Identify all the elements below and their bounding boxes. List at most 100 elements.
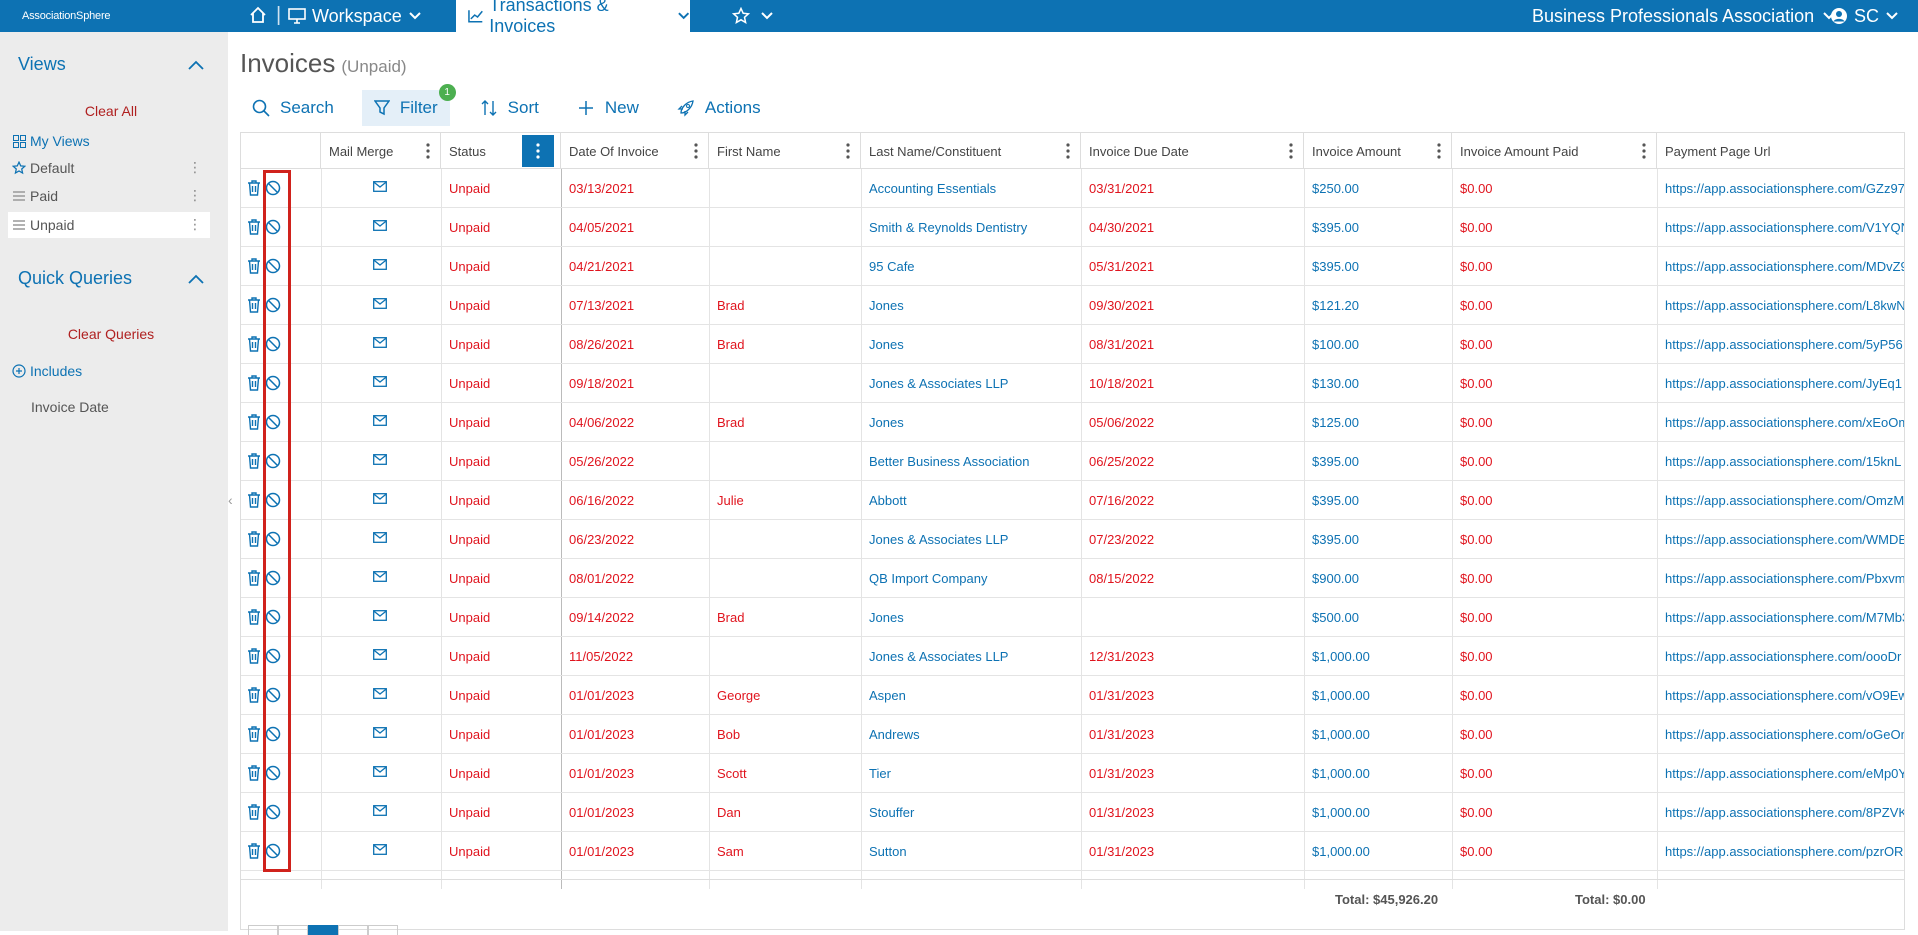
table-row[interactable]: Unpaid 06/23/2022 Jones & Associates LLP 07… <box>241 520 1904 559</box>
transactions-invoices-tab[interactable]: Transactions & Invoices <box>456 0 690 36</box>
cell-last-name[interactable]: Jones <box>869 610 904 625</box>
table-row[interactable]: Unpaid 01/01/2023 Scott Tier 01/31/2023 $1,00… <box>241 754 1905 793</box>
cell-payment-page-url[interactable]: https://app.associationsphere.com/JyEq1 <box>1665 376 1903 391</box>
cell-last-name[interactable]: Jones & Associates LLP <box>869 376 1009 391</box>
mail-merge-icon[interactable] <box>373 844 387 855</box>
trash-icon[interactable] <box>247 297 261 313</box>
table-row[interactable]: Unpaid 11/05/2022 Jones & Associates LLP 12… <box>241 637 1904 676</box>
mail-merge-icon[interactable] <box>373 688 387 699</box>
void-icon[interactable] <box>265 180 281 196</box>
home-icon[interactable] <box>248 5 268 25</box>
column-header-invoice-due-date[interactable]: Invoice Due Date <box>1081 133 1304 169</box>
mail-merge-icon[interactable] <box>373 415 387 426</box>
chevron-up-icon[interactable] <box>186 56 206 76</box>
mail-merge-icon[interactable] <box>373 649 387 660</box>
table-row[interactable]: Unpaid 05/26/2022 Better Business Associat… <box>241 442 1904 481</box>
column-header-status[interactable]: Status <box>441 133 561 169</box>
table-row[interactable]: Unpaid 09/18/2021 Jones & Associates LLP 10… <box>241 364 1904 403</box>
table-row[interactable]: Unpaid 01/01/2023 George Aspen 01/31/2023 $1,… <box>241 676 1905 715</box>
void-icon[interactable] <box>265 804 281 820</box>
view-item-unpaid[interactable]: Unpaid ⋮ <box>8 212 210 238</box>
cell-payment-page-url[interactable]: https://app.associationsphere.com/eMp0Y <box>1665 766 1905 781</box>
void-icon[interactable] <box>265 297 281 313</box>
column-header-date-of-invoice[interactable]: Date Of Invoice <box>561 133 709 169</box>
cell-last-name[interactable]: Jones <box>869 298 904 313</box>
column-header-mail-merge[interactable]: Mail Merge <box>321 133 441 169</box>
void-icon[interactable] <box>265 765 281 781</box>
more-vertical-icon[interactable]: ⋮ <box>188 159 202 175</box>
drag-handle-icon[interactable] <box>13 220 25 230</box>
trash-icon[interactable] <box>247 843 261 859</box>
pager-next[interactable] <box>338 925 368 935</box>
cell-last-name[interactable]: Better Business Association <box>869 454 1030 469</box>
pager-prev[interactable] <box>278 925 308 935</box>
cell-payment-page-url[interactable]: https://app.associationsphere.com/V1YQN <box>1665 220 1905 235</box>
workspace-menu[interactable]: Workspace <box>288 0 422 32</box>
cell-payment-page-url[interactable]: https://app.associationsphere.com/MDvZ9 <box>1665 259 1905 274</box>
column-menu-icon[interactable] <box>1289 143 1293 159</box>
trash-icon[interactable] <box>247 414 261 430</box>
trash-icon[interactable] <box>247 492 261 508</box>
cell-payment-page-url[interactable]: https://app.associationsphere.com/5yP56 <box>1665 337 1903 352</box>
pager-first[interactable] <box>248 925 278 935</box>
new-button[interactable]: New <box>565 90 651 126</box>
search-button[interactable]: Search <box>240 90 346 126</box>
table-row[interactable]: Unpaid 08/26/2021 Brad Jones 08/31/2021 $100.… <box>241 325 1904 364</box>
mail-merge-icon[interactable] <box>373 493 387 504</box>
mail-merge-icon[interactable] <box>373 298 387 309</box>
void-icon[interactable] <box>265 492 281 508</box>
table-row[interactable]: Unpaid 06/16/2022 Julie Abbott 07/16/2022 $39… <box>241 481 1905 520</box>
table-row[interactable]: Unpaid 01/01/2023 Sam Sutton 01/31/2023 $1,00… <box>241 832 1904 871</box>
void-icon[interactable] <box>265 453 281 469</box>
cell-payment-page-url[interactable]: https://app.associationsphere.com/15knL <box>1665 454 1902 469</box>
table-row[interactable]: Unpaid 04/21/2021 95 Cafe 05/31/2021 $395.00… <box>241 247 1905 286</box>
cell-last-name[interactable]: Jones & Associates LLP <box>869 532 1009 547</box>
table-row[interactable]: Unpaid 04/05/2021 Smith & Reynolds Dentist… <box>241 208 1905 247</box>
column-menu-icon[interactable] <box>426 143 430 159</box>
cell-payment-page-url[interactable]: https://app.associationsphere.com/oooDr <box>1665 649 1902 664</box>
table-row[interactable]: Unpaid 04/06/2022 Brad Jones 05/06/2022 $125.… <box>241 403 1905 442</box>
cell-last-name[interactable]: Aspen <box>869 688 906 703</box>
user-menu[interactable]: SC <box>1830 0 1899 32</box>
void-icon[interactable] <box>265 375 281 391</box>
cell-last-name[interactable]: Andrews <box>869 727 920 742</box>
column-header-invoice-amount-paid[interactable]: Invoice Amount Paid <box>1452 133 1657 169</box>
cell-payment-page-url[interactable]: https://app.associationsphere.com/vO9Ew <box>1665 688 1905 703</box>
void-icon[interactable] <box>265 258 281 274</box>
app-logo[interactable]: AssociationSphere <box>22 2 122 30</box>
cell-last-name[interactable]: Tier <box>869 766 891 781</box>
column-menu-icon[interactable] <box>1642 143 1646 159</box>
clear-all-link[interactable]: Clear All <box>84 103 138 119</box>
collapse-sidebar-icon[interactable]: ‹ <box>228 492 233 508</box>
cell-last-name[interactable]: QB Import Company <box>869 571 988 586</box>
invoice-date-query[interactable]: Invoice Date <box>8 394 210 420</box>
column-header-first-name[interactable]: First Name <box>709 133 861 169</box>
trash-icon[interactable] <box>247 765 261 781</box>
clear-queries-link[interactable]: Clear Queries <box>67 326 155 342</box>
column-header-payment-page-url[interactable]: Payment Page Url <box>1657 133 1904 169</box>
cell-last-name[interactable]: Stouffer <box>869 805 915 820</box>
filter-button[interactable]: Filter 1 <box>361 84 456 126</box>
cell-last-name[interactable]: Jones <box>869 337 904 352</box>
column-menu-icon[interactable] <box>846 143 850 159</box>
cell-payment-page-url[interactable]: https://app.associationsphere.com/8PZVK <box>1665 805 1905 820</box>
cell-payment-page-url[interactable]: https://app.associationsphere.com/M7Mb3 <box>1665 610 1905 625</box>
cell-payment-page-url[interactable]: https://app.associationsphere.com/xEoOm <box>1665 415 1905 430</box>
mail-merge-icon[interactable] <box>373 454 387 465</box>
cell-last-name[interactable]: Abbott <box>869 493 907 508</box>
table-row[interactable]: Unpaid 03/13/2021 Accounting Essentials 03/… <box>241 169 1904 208</box>
actions-button[interactable]: Actions <box>665 90 773 126</box>
cell-payment-page-url[interactable]: https://app.associationsphere.com/pzrOR <box>1665 844 1904 859</box>
cell-payment-page-url[interactable]: https://app.associationsphere.com/OmzMQ <box>1665 493 1905 508</box>
my-views-link[interactable]: My Views <box>8 128 210 154</box>
mail-merge-icon[interactable] <box>373 766 387 777</box>
void-icon[interactable] <box>265 414 281 430</box>
more-vertical-icon[interactable]: ⋮ <box>188 187 202 203</box>
cell-payment-page-url[interactable]: https://app.associationsphere.com/oGeOr <box>1665 727 1905 742</box>
void-icon[interactable] <box>265 687 281 703</box>
view-item-paid[interactable]: Paid ⋮ <box>8 183 210 209</box>
mail-merge-icon[interactable] <box>373 337 387 348</box>
mail-merge-icon[interactable] <box>373 259 387 270</box>
trash-icon[interactable] <box>247 687 261 703</box>
cell-payment-page-url[interactable]: https://app.associationsphere.com/L8kwN <box>1665 298 1905 313</box>
